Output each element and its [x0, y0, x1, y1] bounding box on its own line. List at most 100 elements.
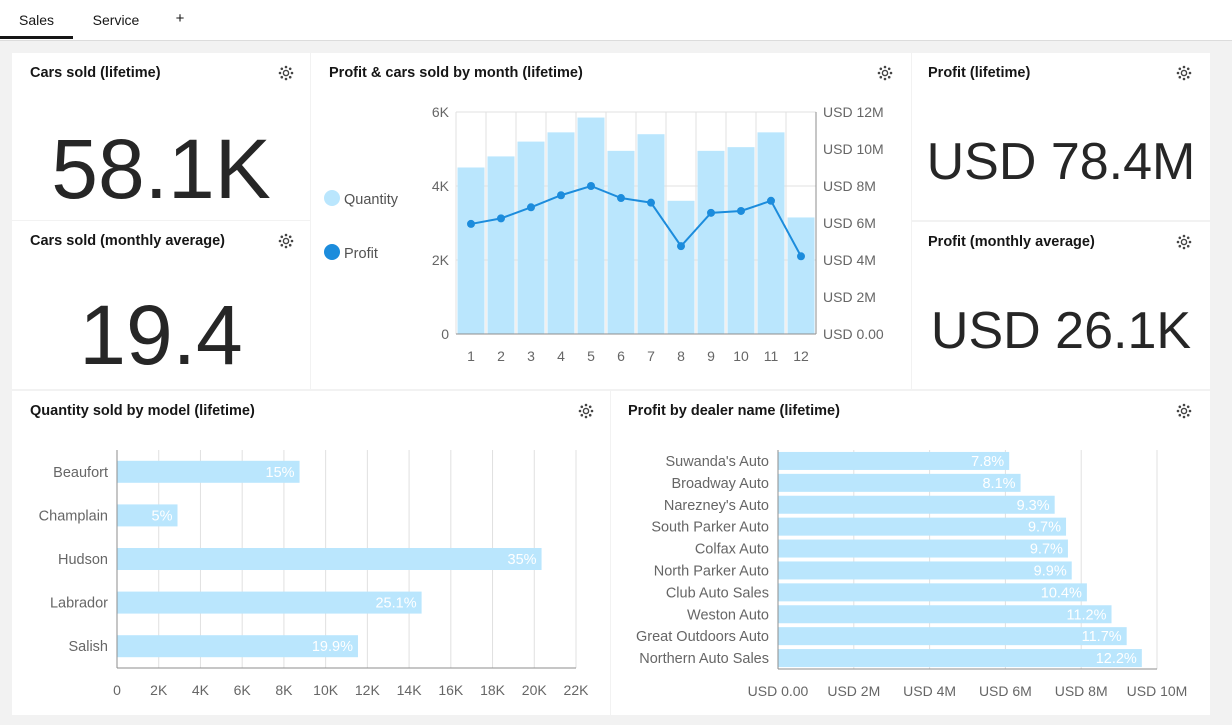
x-tick-label: 6K: [234, 682, 252, 698]
bar: [117, 591, 422, 614]
settings-gear-icon[interactable]: [277, 232, 295, 250]
data-label: 5%: [152, 508, 173, 524]
profit-point: [677, 242, 685, 251]
cars-sold-lifetime-card: Cars sold (lifetime) 58.1K: [12, 53, 310, 220]
x-tick-label: 0: [113, 682, 121, 698]
card-title: Profit & cars sold by month (lifetime): [329, 65, 583, 81]
y-left-tick-label: 2K: [432, 252, 450, 268]
category-label: South Parker Auto: [651, 520, 769, 536]
x-tick-label: USD 4M: [903, 683, 956, 699]
y-left-tick-label: 4K: [432, 178, 450, 194]
quantity-bar: [577, 117, 605, 334]
x-tick-label: 10K: [313, 682, 339, 698]
bar: [117, 504, 178, 527]
data-label: 25.1%: [375, 596, 416, 612]
tab-sales[interactable]: Sales: [0, 0, 73, 39]
bar: [778, 605, 1112, 624]
legend-quantity-label: Quantity: [344, 192, 399, 208]
profit-point: [497, 214, 505, 223]
x-tick-label: 12: [793, 348, 809, 364]
category-label: Hudson: [58, 552, 108, 568]
add-tab-button[interactable]: +: [175, 10, 185, 27]
x-tick-label: 8K: [275, 682, 293, 698]
profit-point: [587, 182, 595, 190]
settings-gear-icon[interactable]: [1175, 64, 1193, 82]
profit-point: [557, 191, 565, 200]
card-title: Quantity sold by model (lifetime): [30, 403, 255, 419]
settings-gear-icon[interactable]: [1175, 233, 1193, 251]
quantity-by-model-card: Quantity sold by model (lifetime) 0 2K 4K 6…: [12, 391, 610, 715]
quantity-bar: [757, 132, 785, 334]
category-label: Champlain: [39, 508, 108, 524]
profit-monthly-value: USD 26.1K: [930, 302, 1192, 360]
x-tick-label: 1: [467, 348, 475, 364]
profit-monthly-card: Profit (monthly average) USD 26.1K: [912, 222, 1210, 389]
quantity-by-model-chart: 0 2K 4K 6K 8K 10K 12K 14K 16K 18K 20K 22K Beaufort 15…: [39, 450, 589, 698]
quantity-bar: [667, 200, 695, 334]
x-tick-label: 2: [497, 348, 505, 364]
x-tick-label: 18K: [480, 682, 506, 698]
profit-point: [467, 219, 475, 228]
y-right-tick-label: USD 8M: [823, 178, 876, 194]
x-tick-label: USD 10M: [1127, 683, 1188, 699]
x-tick-label: 2K: [150, 682, 168, 698]
category-label: Broadway Auto: [671, 476, 769, 492]
bar: [778, 583, 1087, 602]
settings-gear-icon[interactable]: [1175, 402, 1193, 420]
dashboard-tab-bar: Sales Service +: [0, 0, 1232, 41]
settings-gear-icon[interactable]: [876, 64, 894, 82]
category-label: Beaufort: [53, 465, 108, 481]
tab-service[interactable]: Service: [92, 12, 140, 28]
card-title: Cars sold (monthly average): [30, 233, 225, 249]
settings-gear-icon[interactable]: [277, 64, 295, 82]
data-label: 7.8%: [971, 454, 1004, 470]
data-label: 9.7%: [1028, 520, 1061, 536]
y-right-tick-label: USD 10M: [823, 141, 884, 157]
y-left-tick-label: 6K: [432, 104, 450, 120]
data-label: 19.9%: [312, 639, 353, 655]
data-label: 9.9%: [1034, 563, 1067, 579]
settings-gear-icon[interactable]: [577, 402, 595, 420]
x-tick-label: 4K: [192, 682, 210, 698]
bar: [778, 627, 1127, 646]
data-label: 11.2%: [1066, 607, 1106, 623]
bar: [117, 635, 358, 658]
card-title: Cars sold (lifetime): [30, 65, 161, 81]
profit-point: [527, 203, 535, 212]
bar: [778, 451, 1010, 470]
bar: [778, 473, 1021, 492]
x-tick-label: USD 6M: [979, 683, 1032, 699]
profit-point: [797, 252, 805, 261]
x-tick-label: 12K: [355, 682, 381, 698]
x-tick-label: 8: [677, 348, 685, 364]
category-label: Colfax Auto: [695, 542, 769, 558]
card-title: Profit by dealer name (lifetime): [628, 403, 840, 419]
data-label: 35%: [508, 552, 537, 568]
quantity-bar: [637, 134, 665, 334]
quantity-bar: [727, 147, 755, 334]
bar: [117, 460, 300, 483]
profit-lifetime-value: USD 78.4M: [926, 133, 1196, 191]
x-tick-label: USD 0.00: [748, 683, 809, 699]
y-right-tick-label: USD 12M: [823, 104, 884, 120]
quantity-bar: [457, 167, 485, 334]
x-tick-label: 10: [733, 348, 749, 364]
category-label: Narezney's Auto: [664, 498, 769, 514]
card-title: Profit (lifetime): [928, 65, 1031, 81]
quantity-bar: [517, 141, 545, 334]
x-tick-label: 11: [764, 348, 779, 364]
data-label: 10.4%: [1041, 585, 1082, 601]
x-tick-label: USD 8M: [1055, 683, 1108, 699]
profit-point: [707, 208, 715, 217]
category-label: Club Auto Sales: [666, 585, 769, 601]
card-title: Profit (monthly average): [928, 234, 1095, 250]
x-tick-label: 3: [527, 348, 535, 364]
x-tick-label: 4: [557, 348, 565, 364]
profit-point: [737, 206, 745, 215]
category-label: Labrador: [50, 596, 108, 612]
cars-sold-monthly-card: Cars sold (monthly average) 19.4: [12, 221, 310, 389]
bar: [778, 495, 1055, 514]
profit-cars-combo-chart: 0 2K 4K 6K USD 0.00 USD 2M USD 4M USD 6M USD 8M U…: [324, 104, 884, 364]
quantity-bar: [697, 150, 725, 334]
y-right-tick-label: USD 6M: [823, 215, 876, 231]
